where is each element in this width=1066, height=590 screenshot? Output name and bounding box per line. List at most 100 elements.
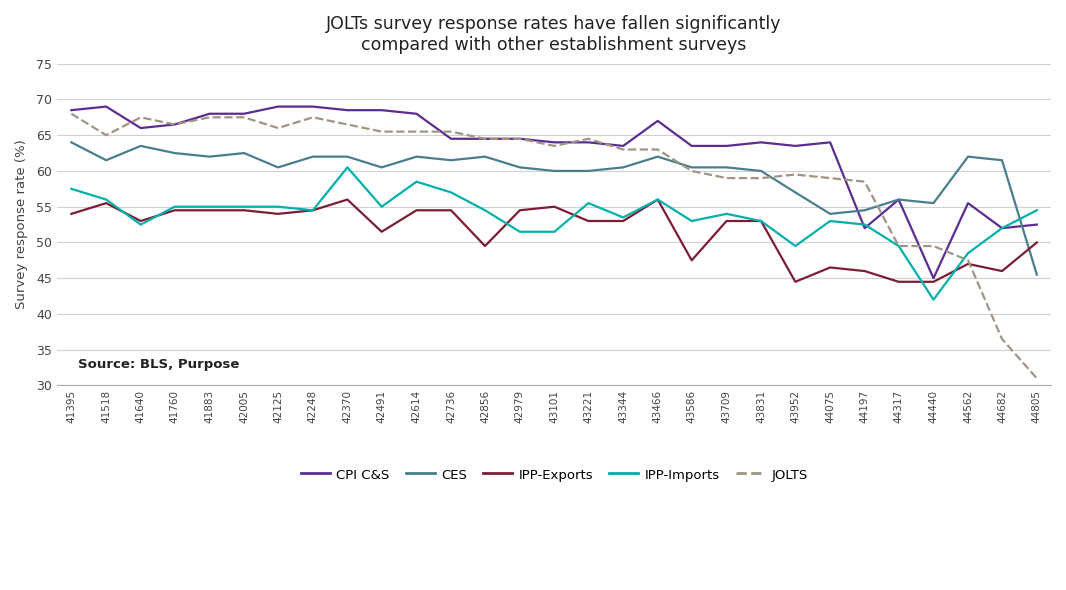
- IPP-Exports: [410, 206, 423, 214]
- IPP-Imports: [996, 225, 1008, 232]
- CES: [755, 168, 768, 175]
- CPI C&S: [892, 196, 905, 203]
- IPP-Imports: [962, 250, 974, 257]
- CES: [341, 153, 354, 160]
- CES: [927, 199, 940, 206]
- IPP-Exports: [134, 218, 147, 225]
- JOLTS: [824, 175, 837, 182]
- IPP-Exports: [100, 199, 113, 206]
- Y-axis label: Survey response rate (%): Survey response rate (%): [15, 140, 28, 310]
- CES: [996, 157, 1008, 164]
- CES: [962, 153, 974, 160]
- CPI C&S: [168, 121, 181, 128]
- IPP-Exports: [962, 260, 974, 267]
- CPI C&S: [962, 199, 974, 206]
- JOLTS: [168, 121, 181, 128]
- IPP-Imports: [410, 178, 423, 185]
- IPP-Exports: [996, 267, 1008, 274]
- IPP-Imports: [789, 242, 802, 250]
- CPI C&S: [685, 142, 698, 149]
- CPI C&S: [789, 142, 802, 149]
- JOLTS: [65, 110, 78, 117]
- CPI C&S: [651, 117, 664, 124]
- IPP-Imports: [548, 228, 561, 235]
- CES: [582, 168, 595, 175]
- IPP-Exports: [341, 196, 354, 203]
- IPP-Imports: [306, 206, 319, 214]
- IPP-Exports: [824, 264, 837, 271]
- CES: [651, 153, 664, 160]
- CPI C&S: [755, 139, 768, 146]
- CPI C&S: [134, 124, 147, 132]
- CES: [204, 153, 216, 160]
- JOLTS: [100, 132, 113, 139]
- IPP-Imports: [858, 221, 871, 228]
- IPP-Imports: [445, 189, 457, 196]
- CPI C&S: [65, 107, 78, 114]
- JOLTS: [789, 171, 802, 178]
- CPI C&S: [858, 225, 871, 232]
- IPP-Exports: [306, 206, 319, 214]
- Line: CES: CES: [71, 142, 1037, 274]
- IPP-Exports: [168, 206, 181, 214]
- IPP-Exports: [204, 206, 216, 214]
- Legend: CPI C&S, CES, IPP-Exports, IPP-Imports, JOLTS: CPI C&S, CES, IPP-Exports, IPP-Imports, …: [295, 463, 812, 487]
- IPP-Exports: [892, 278, 905, 286]
- CES: [1031, 271, 1044, 278]
- JOLTS: [962, 257, 974, 264]
- Line: IPP-Imports: IPP-Imports: [71, 168, 1037, 300]
- CES: [514, 164, 527, 171]
- IPP-Imports: [892, 242, 905, 250]
- IPP-Exports: [548, 203, 561, 210]
- IPP-Exports: [238, 206, 251, 214]
- IPP-Exports: [375, 228, 388, 235]
- JOLTS: [134, 114, 147, 121]
- CES: [617, 164, 630, 171]
- IPP-Exports: [582, 218, 595, 225]
- IPP-Imports: [651, 196, 664, 203]
- JOLTS: [272, 124, 285, 132]
- JOLTS: [721, 175, 733, 182]
- CES: [892, 196, 905, 203]
- Line: JOLTS: JOLTS: [71, 114, 1037, 378]
- IPP-Imports: [721, 210, 733, 217]
- CES: [65, 139, 78, 146]
- IPP-Exports: [789, 278, 802, 286]
- IPP-Exports: [755, 218, 768, 225]
- Text: Source: BLS, Purpose: Source: BLS, Purpose: [79, 358, 240, 371]
- JOLTS: [204, 114, 216, 121]
- IPP-Exports: [479, 242, 491, 250]
- IPP-Imports: [582, 199, 595, 206]
- IPP-Imports: [824, 218, 837, 225]
- IPP-Exports: [1031, 239, 1044, 246]
- CES: [479, 153, 491, 160]
- CPI C&S: [582, 139, 595, 146]
- CPI C&S: [617, 142, 630, 149]
- JOLTS: [238, 114, 251, 121]
- IPP-Imports: [514, 228, 527, 235]
- IPP-Imports: [168, 203, 181, 210]
- JOLTS: [858, 178, 871, 185]
- CPI C&S: [410, 110, 423, 117]
- CES: [685, 164, 698, 171]
- CES: [134, 142, 147, 149]
- IPP-Imports: [238, 203, 251, 210]
- JOLTS: [548, 142, 561, 149]
- IPP-Exports: [685, 257, 698, 264]
- CES: [306, 153, 319, 160]
- CES: [238, 149, 251, 156]
- JOLTS: [341, 121, 354, 128]
- JOLTS: [651, 146, 664, 153]
- CPI C&S: [996, 225, 1008, 232]
- JOLTS: [617, 146, 630, 153]
- JOLTS: [755, 175, 768, 182]
- IPP-Imports: [341, 164, 354, 171]
- JOLTS: [479, 135, 491, 142]
- CES: [789, 189, 802, 196]
- CES: [858, 206, 871, 214]
- JOLTS: [410, 128, 423, 135]
- JOLTS: [685, 168, 698, 175]
- JOLTS: [927, 242, 940, 250]
- IPP-Imports: [375, 203, 388, 210]
- JOLTS: [514, 135, 527, 142]
